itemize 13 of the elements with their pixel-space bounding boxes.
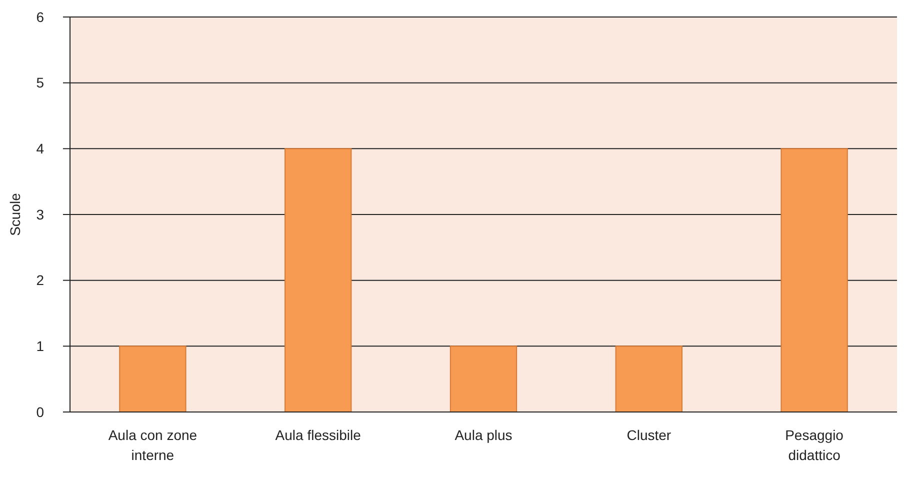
x-tick-label: Cluster (626, 427, 672, 443)
x-tick-label: Aula con zone interne (108, 427, 198, 463)
y-tick-label: 0 (36, 404, 44, 420)
y-axis-title: Scuole (7, 192, 23, 236)
y-tick-label: 1 (36, 338, 44, 354)
y-tick-label: 4 (36, 140, 44, 157)
x-tick-label: Aula plus (454, 427, 512, 443)
y-tick-label: 3 (36, 206, 44, 222)
x-tick-label: Pesaggio didattico (785, 427, 844, 463)
x-tick-label: Aula flessibile (275, 427, 362, 443)
y-tick-label: 6 (36, 8, 44, 25)
y-tick-label: 2 (36, 272, 44, 288)
y-tick-label: 5 (36, 74, 44, 91)
